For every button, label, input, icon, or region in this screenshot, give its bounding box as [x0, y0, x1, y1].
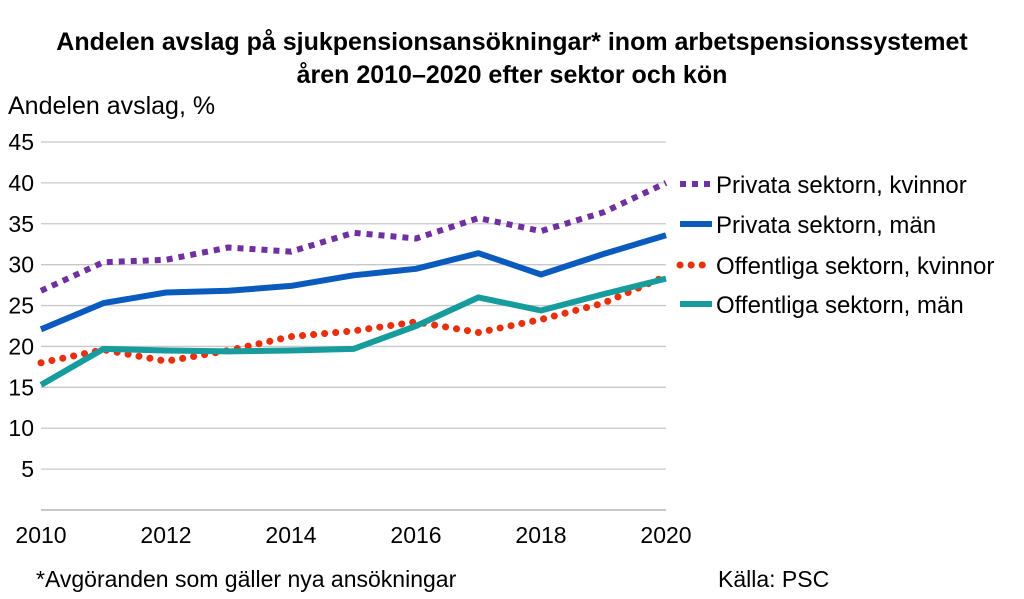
series-line-2 [39, 232, 667, 333]
legend-label: Privata sektorn, män [716, 212, 936, 239]
y-tick-label: 20 [8, 333, 34, 359]
chart-title-line-2: åren 2010–2020 efter sektor och kön [296, 61, 728, 89]
y-tick-label: 15 [8, 374, 34, 400]
y-tick-label: 5 [21, 456, 34, 482]
y-axis-label: Andelen avslag, % [8, 92, 216, 120]
series-line-1 [39, 180, 668, 294]
y-axis-ticks: 5 10 15 20 25 30 35 40 45 [8, 129, 34, 482]
series-lines [37, 180, 670, 388]
legend-label: Privata sektorn, kvinnor [716, 172, 967, 199]
x-tick-label: 2018 [515, 522, 566, 548]
x-axis-ticks: 2010 2012 2014 2016 2018 2020 [15, 522, 691, 548]
legend-label: Offentliga sektorn, kvinnor [716, 253, 994, 280]
chart-title-line-1: Andelen avslag på sjukpensionsansökninga… [56, 28, 968, 56]
y-tick-label: 30 [8, 252, 34, 278]
x-tick-label: 2016 [390, 522, 441, 548]
chart-title: Andelen avslag på sjukpensionsansökninga… [0, 26, 1024, 92]
legend: Privata sektorn, kvinnor Privata sektorn,… [676, 172, 994, 319]
series-line-4 [39, 275, 667, 388]
y-tick-label: 35 [8, 211, 34, 237]
footnote: *Avgöranden som gäller nya ansökningar [36, 566, 457, 592]
series-line-3 [37, 272, 670, 367]
x-tick-label: 2014 [265, 522, 316, 548]
y-tick-label: 45 [8, 129, 34, 155]
legend-label: Offentliga sektorn, män [716, 292, 964, 319]
x-tick-label: 2010 [15, 522, 66, 548]
source-note: Källa: PSC [718, 566, 830, 592]
y-tick-label: 40 [8, 170, 34, 196]
y-tick-label: 25 [8, 293, 34, 319]
x-tick-label: 2012 [140, 522, 191, 548]
grid-lines [41, 141, 666, 470]
y-tick-label: 10 [8, 415, 34, 441]
x-tick-label: 2020 [640, 522, 691, 548]
